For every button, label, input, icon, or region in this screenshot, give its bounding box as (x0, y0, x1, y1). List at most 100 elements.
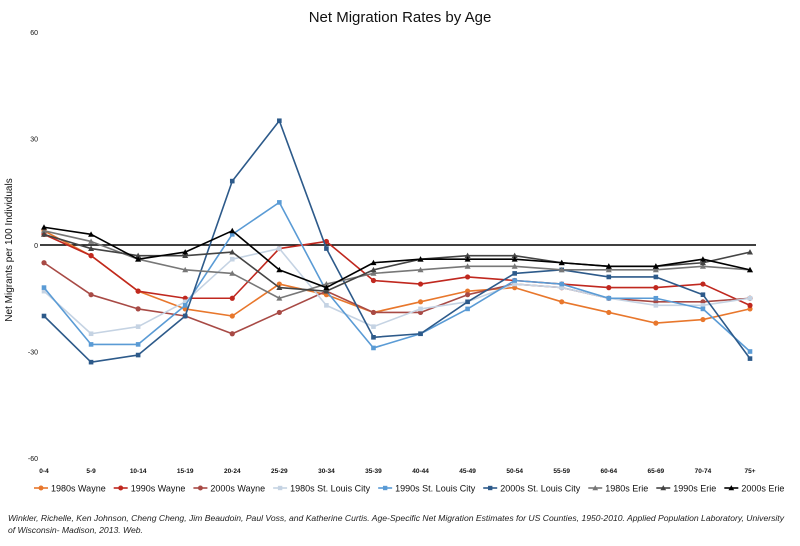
x-tick-label: 20-24 (224, 468, 241, 475)
legend-swatch-marker (382, 485, 388, 491)
data-point (747, 266, 753, 273)
data-point (41, 224, 47, 230)
data-point (653, 295, 659, 301)
x-tick-label: 15-19 (177, 468, 194, 475)
legend-item: 1980s Erie (588, 484, 648, 494)
series-3 (41, 246, 753, 337)
data-point (700, 306, 706, 312)
series-line (43, 226, 751, 289)
y-tick-label: 30 (30, 137, 38, 144)
data-point (88, 359, 94, 365)
legend-label: 1990s Erie (673, 484, 716, 494)
series-line (43, 230, 751, 300)
series-7 (41, 231, 753, 294)
x-tick-label: 0-4 (39, 468, 49, 475)
data-point (558, 266, 565, 273)
data-point (41, 227, 47, 234)
data-point (135, 252, 142, 259)
data-point (88, 342, 94, 347)
y-tick-label: 0 (34, 243, 38, 250)
data-point (41, 285, 47, 290)
data-point (229, 295, 235, 301)
data-point (653, 320, 659, 326)
data-point (417, 256, 424, 262)
legend-label: 1980s St. Louis City (290, 484, 371, 494)
data-point (559, 299, 565, 305)
data-point (182, 252, 189, 259)
data-point (41, 260, 47, 266)
data-point (464, 252, 471, 259)
data-point (229, 313, 235, 319)
x-tick-label: 75+ (744, 468, 755, 475)
data-point (182, 249, 189, 255)
data-point (559, 285, 565, 290)
data-point (747, 295, 753, 301)
data-point (229, 227, 236, 234)
data-point (653, 285, 659, 291)
data-point (511, 256, 518, 262)
data-point (182, 313, 188, 319)
legend-label: 1990s Wayne (131, 484, 186, 494)
series-line (43, 201, 751, 353)
data-point (229, 270, 236, 276)
data-point (88, 331, 94, 337)
data-point (229, 232, 235, 237)
data-point (371, 345, 376, 351)
series-line (43, 233, 751, 307)
data-point (323, 288, 330, 294)
data-point (700, 316, 706, 323)
data-point (700, 303, 706, 308)
x-tick-label: 50-54 (506, 468, 523, 475)
data-point (277, 118, 282, 124)
data-point (135, 352, 141, 358)
data-point (559, 281, 565, 287)
data-point (747, 302, 753, 308)
legend-item: 2000s St. Louis City (483, 484, 581, 494)
legend-item: 1990s Erie (656, 484, 716, 494)
legend-item: 2000s Erie (724, 484, 784, 494)
legend-label: 2000s Wayne (210, 484, 265, 494)
data-point (511, 263, 518, 269)
data-point (323, 281, 330, 287)
x-tick-label: 25-29 (271, 468, 288, 475)
legend-swatch-marker (728, 485, 735, 491)
data-point (606, 295, 612, 301)
series-lines (41, 118, 753, 365)
data-point (370, 259, 377, 266)
data-point (700, 292, 706, 297)
data-point (370, 309, 377, 316)
x-tick-label: 60-64 (600, 468, 617, 475)
data-point (465, 306, 470, 312)
data-point (652, 266, 659, 273)
data-point (88, 245, 95, 251)
x-tick-label: 55-59 (553, 468, 570, 475)
data-point (371, 324, 376, 329)
data-point (606, 309, 612, 316)
data-point (652, 263, 659, 269)
data-point (182, 266, 189, 273)
data-point (135, 324, 141, 329)
x-tick-label: 35-39 (365, 468, 382, 475)
data-point (41, 231, 47, 237)
legend-swatch-marker (118, 485, 124, 491)
data-point (182, 299, 188, 305)
x-tick-label: 40-44 (412, 468, 429, 475)
chart-title: Net Migration Rates by Age (309, 9, 492, 26)
data-point (512, 271, 517, 276)
data-point (370, 277, 377, 284)
data-point (417, 266, 424, 273)
data-point (88, 292, 94, 298)
data-point (699, 256, 706, 262)
data-point (465, 292, 471, 298)
legend-swatch-marker (488, 485, 493, 491)
data-point (653, 303, 659, 308)
data-point (699, 263, 706, 269)
data-point (371, 335, 376, 340)
y-axis-ticks: 60 30 0 -30 -60 (28, 30, 38, 463)
legend-label: 1980s Wayne (51, 484, 106, 494)
data-point (88, 231, 95, 237)
legend: 1980s Wayne 1990s Wayne 2000s Wayne 1980s S… (34, 484, 784, 494)
series-6 (41, 227, 753, 301)
x-tick-label: 10-14 (130, 468, 147, 475)
data-point (324, 246, 329, 251)
